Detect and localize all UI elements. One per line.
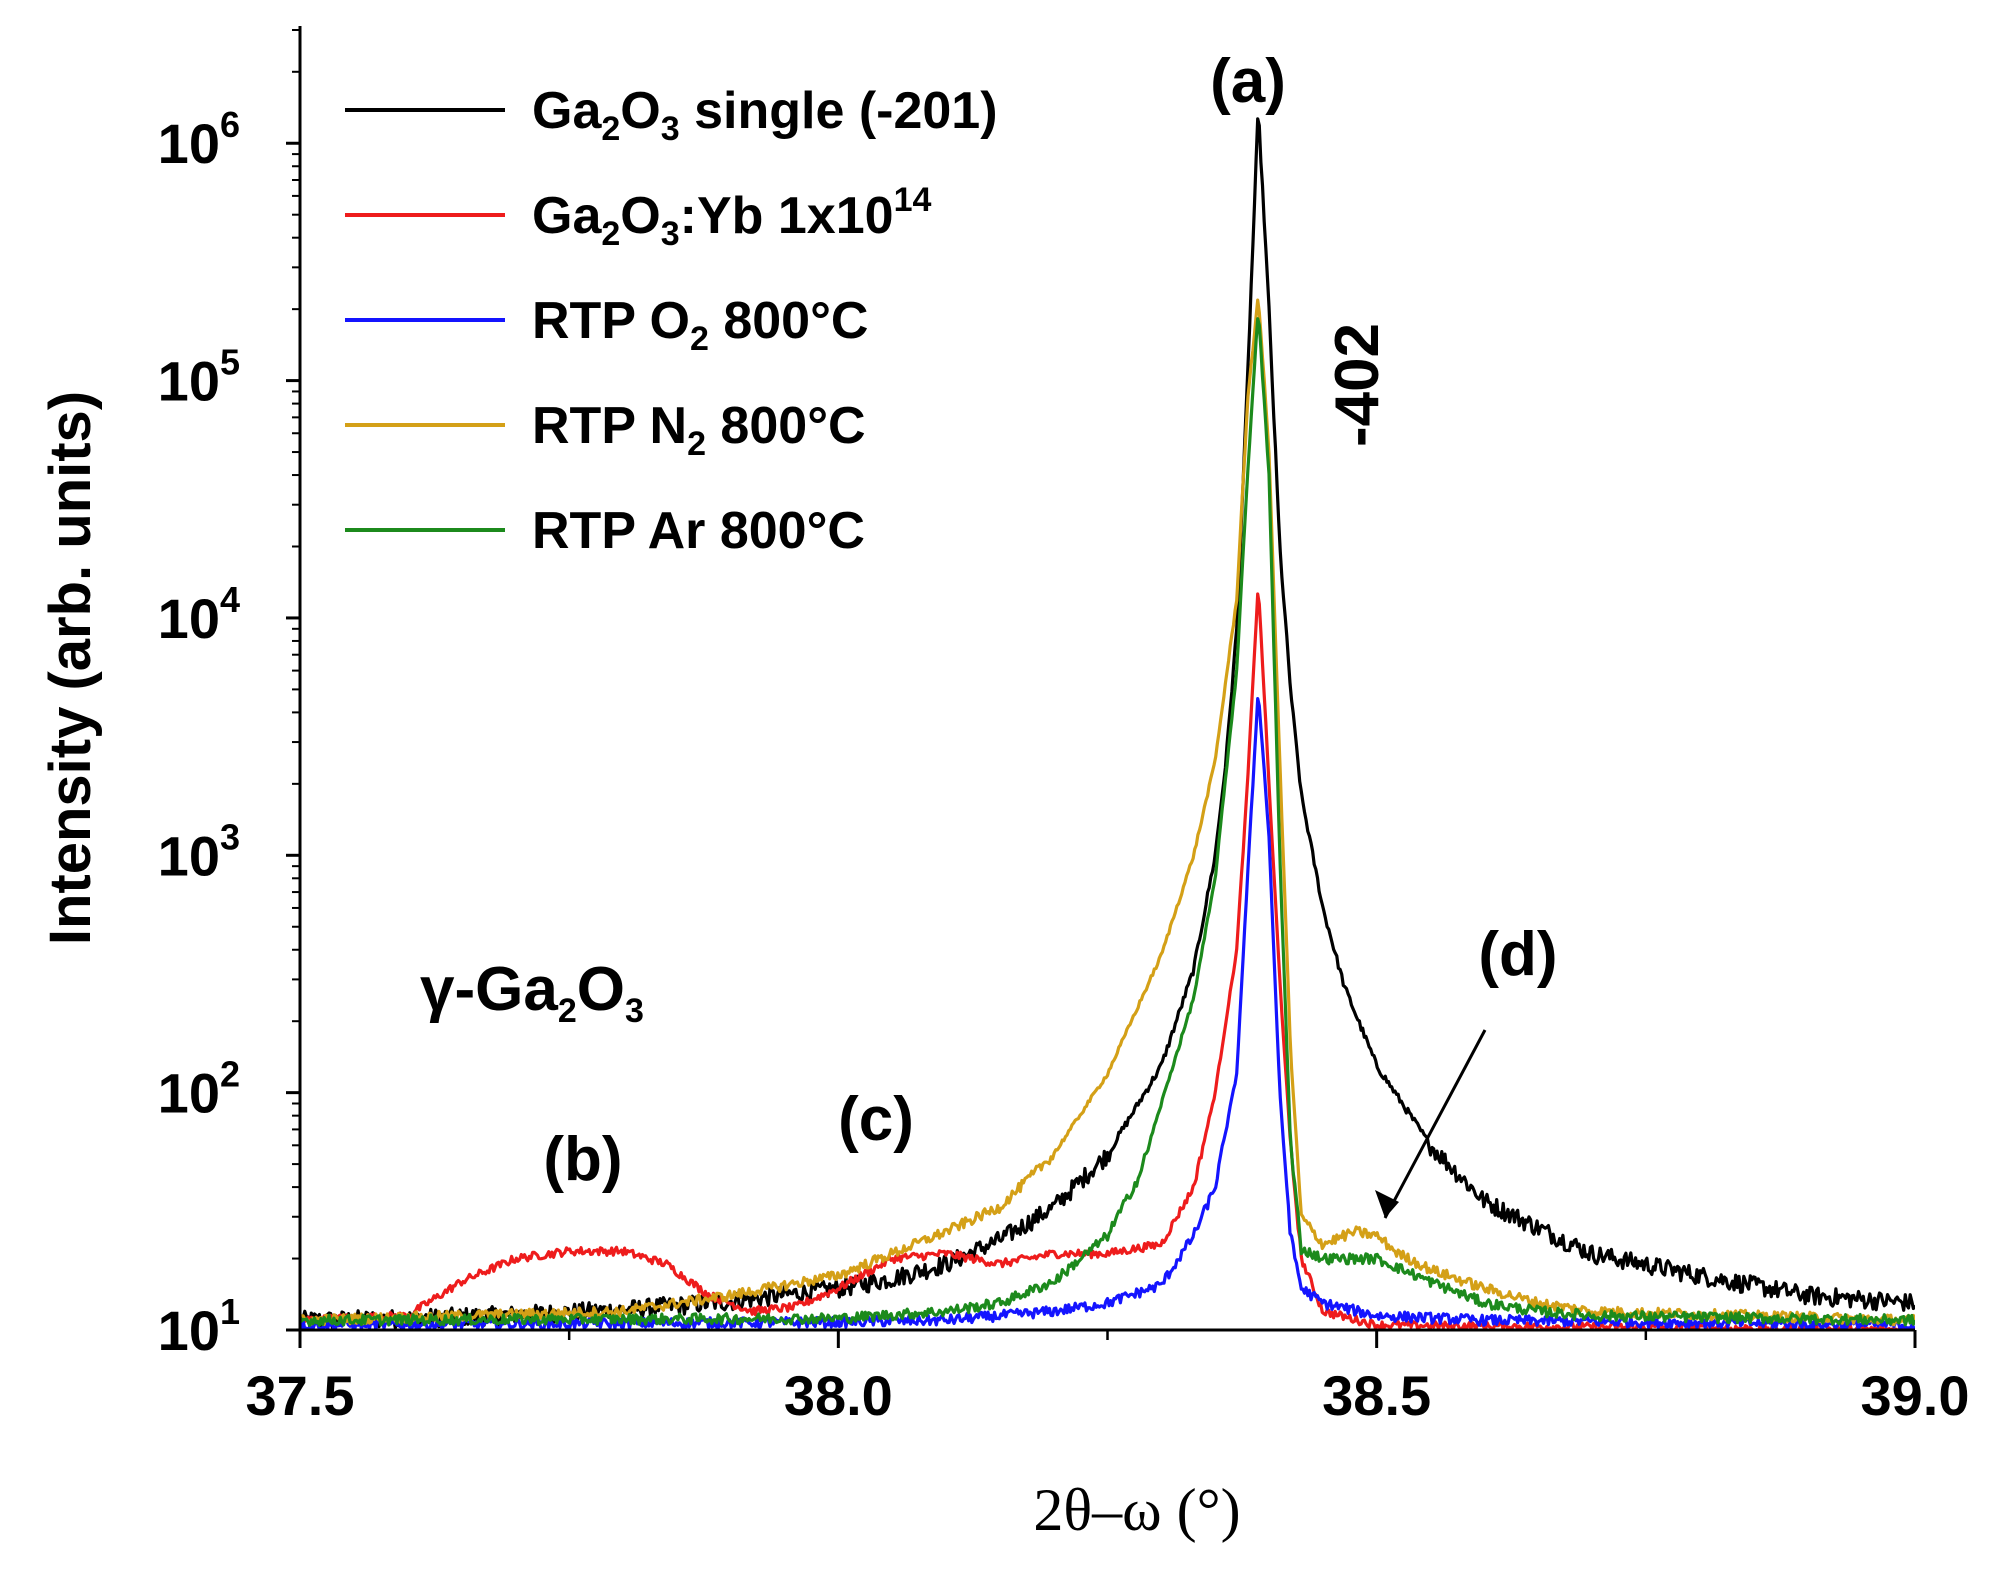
legend-label-part: O xyxy=(620,187,660,245)
legend-label-part: 2 xyxy=(601,110,620,148)
legend-label-part: 3 xyxy=(661,215,680,253)
legend-label-part: 3 xyxy=(661,110,680,148)
x-tick-label: 38.5 xyxy=(1322,1364,1431,1427)
legend-label-part: RTP O xyxy=(532,292,690,350)
series-line-3 xyxy=(300,298,1915,1327)
y-tick-label: 104 xyxy=(158,579,240,650)
y-tick-exponent: 2 xyxy=(220,1054,240,1095)
annotation-peak-index: -402 xyxy=(1323,323,1392,447)
legend-label: Ga2O3 single (-201) xyxy=(532,82,998,148)
y-tick-base: 10 xyxy=(158,112,220,175)
legend-label-part: 800°C xyxy=(709,292,869,350)
legend-label-part: 14 xyxy=(894,181,932,219)
annotation-phase-part: 3 xyxy=(625,992,644,1030)
legend-label-part: 2 xyxy=(601,215,620,253)
legend-label-part: single (-201) xyxy=(680,82,998,140)
annotation-arrow-shaft xyxy=(1383,1029,1487,1219)
legend-label-part: 2 xyxy=(690,320,709,358)
legend-label-part: 800°C xyxy=(706,397,866,455)
y-tick-base: 10 xyxy=(158,824,220,887)
y-tick-label: 102 xyxy=(158,1054,240,1125)
y-tick-exponent: 1 xyxy=(220,1291,240,1332)
legend-label: RTP Ar 800°C xyxy=(532,502,865,560)
annotation-phase-part: γ-Ga xyxy=(420,955,558,1024)
y-tick-exponent: 4 xyxy=(220,579,240,620)
x-tick-label: 39.0 xyxy=(1861,1364,1970,1427)
y-tick-exponent: 5 xyxy=(220,342,240,383)
y-tick-label: 106 xyxy=(158,104,240,175)
annotation-d: (d) xyxy=(1478,920,1557,989)
annotation-phase-part: O xyxy=(577,955,625,1024)
y-tick-label: 101 xyxy=(158,1291,240,1362)
y-axis-title: Intensity (arb. units) xyxy=(38,391,103,945)
annotation-phase: γ-Ga2O3 xyxy=(420,955,644,1030)
y-tick-base: 10 xyxy=(158,1299,220,1362)
y-tick-base: 10 xyxy=(158,587,220,650)
series-line-1 xyxy=(300,592,1915,1330)
annotation-b: (b) xyxy=(543,1125,622,1194)
annotation-phase-part: 2 xyxy=(558,992,577,1030)
annotation-arrow-head xyxy=(1375,1190,1399,1218)
series-line-4 xyxy=(300,317,1915,1327)
legend-label-part: Ga xyxy=(532,187,602,245)
legend-label: RTP O2 800°C xyxy=(532,292,868,358)
legend-label-part: RTP Ar 800°C xyxy=(532,502,865,560)
x-tick-label: 37.5 xyxy=(246,1364,355,1427)
x-axis-title: 2θ–ω (°) xyxy=(1033,1477,1240,1543)
legend-label-part: 2 xyxy=(687,425,706,463)
y-tick-base: 10 xyxy=(158,1062,220,1125)
y-tick-exponent: 6 xyxy=(220,104,240,145)
legend-label-part: :Yb 1x10 xyxy=(680,187,894,245)
legend-label-part: O xyxy=(620,82,660,140)
legend-label: RTP N2 800°C xyxy=(532,397,866,463)
legend-label-part: RTP N xyxy=(532,397,687,455)
y-tick-label: 105 xyxy=(158,342,240,413)
legend-label-part: Ga xyxy=(532,82,602,140)
legend-label: Ga2O3:Yb 1x1014 xyxy=(532,181,931,253)
y-tick-label: 103 xyxy=(158,816,240,887)
plot-area xyxy=(300,117,1915,1330)
y-tick-exponent: 3 xyxy=(220,816,240,857)
annotation-a: (a) xyxy=(1210,47,1286,116)
annotation-c: (c) xyxy=(838,1085,914,1154)
x-tick-label: 38.0 xyxy=(784,1364,893,1427)
y-tick-base: 10 xyxy=(158,350,220,413)
